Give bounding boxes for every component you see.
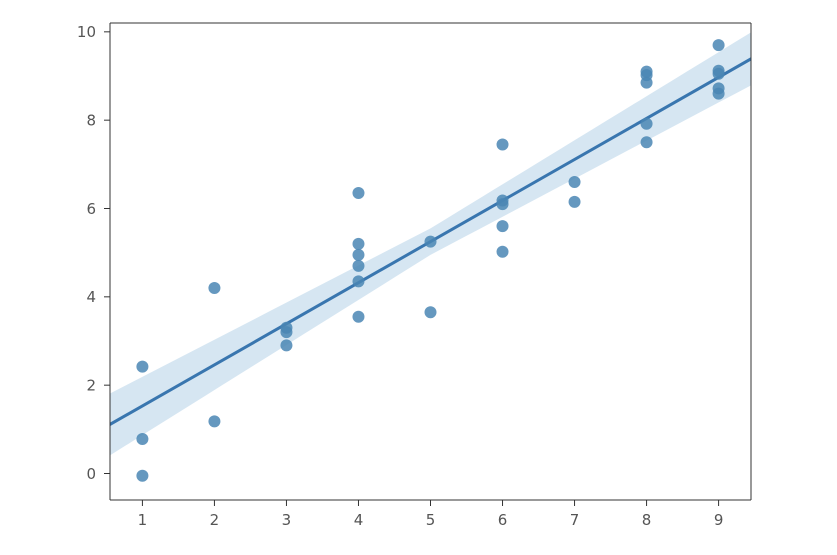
scatter-point (352, 249, 364, 261)
x-tick-label: 5 (426, 511, 436, 529)
scatter-point (569, 176, 581, 188)
scatter-point (352, 238, 364, 250)
scatter-point (713, 39, 725, 51)
scatter-point (136, 361, 148, 373)
scatter-point (280, 322, 292, 334)
scatter-point (352, 260, 364, 272)
scatter-point (641, 118, 653, 130)
x-tick-label: 3 (282, 511, 292, 529)
x-tick-label: 1 (138, 511, 148, 529)
x-tick-label: 8 (642, 511, 652, 529)
scatter-point (713, 82, 725, 94)
y-tick-label: 0 (86, 465, 96, 483)
y-tick-label: 2 (86, 376, 96, 394)
y-tick-label: 8 (86, 111, 96, 129)
x-tick-label: 6 (498, 511, 508, 529)
scatter-point (569, 196, 581, 208)
scatter-point (641, 66, 653, 78)
scatter-point (136, 433, 148, 445)
scatter-point (713, 65, 725, 77)
scatter-point (497, 220, 509, 232)
y-tick-label: 10 (77, 23, 96, 41)
scatter-point (136, 470, 148, 482)
chart-svg: 1 2 3 4 5 6 7 8 9 0 2 4 6 8 10 (0, 0, 837, 555)
scatter-point (208, 282, 220, 294)
scatter-point (497, 138, 509, 150)
scatter-point (352, 187, 364, 199)
scatter-point (352, 311, 364, 323)
x-tick-label: 9 (714, 511, 724, 529)
scatter-regression-chart: 1 2 3 4 5 6 7 8 9 0 2 4 6 8 10 (0, 0, 837, 555)
scatter-point (280, 339, 292, 351)
scatter-point (425, 236, 437, 248)
scatter-point (641, 136, 653, 148)
x-tick-label: 7 (570, 511, 580, 529)
y-tick-label: 6 (86, 200, 96, 218)
scatter-point (208, 415, 220, 427)
scatter-point (425, 306, 437, 318)
y-tick-label: 4 (86, 288, 96, 306)
x-tick-label: 4 (354, 511, 364, 529)
scatter-point (352, 275, 364, 287)
scatter-point (497, 195, 509, 207)
scatter-point (497, 246, 509, 258)
x-tick-label: 2 (210, 511, 220, 529)
